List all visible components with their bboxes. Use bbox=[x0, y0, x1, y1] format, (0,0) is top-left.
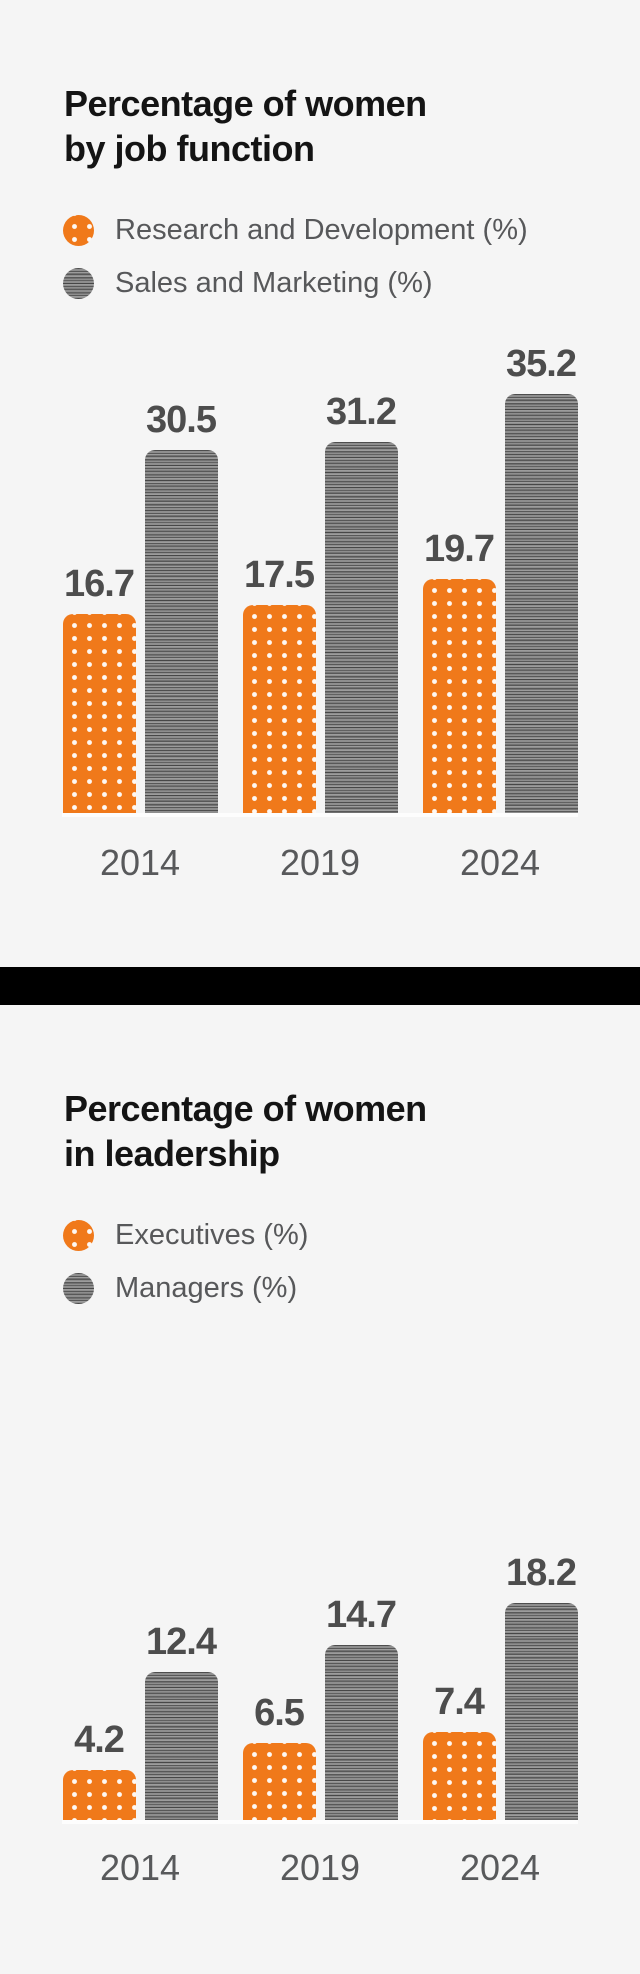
value-label: 4.2 bbox=[74, 1719, 125, 1761]
bar-plot: 16.7 30.5 17.5 31.2 19.7 35.2 bbox=[0, 343, 640, 813]
value-label: 35.2 bbox=[506, 343, 577, 385]
legend-swatch-orange-icon bbox=[63, 215, 94, 246]
category-label-2019: 2019 bbox=[279, 842, 361, 883]
bar-column: 18.2 bbox=[504, 1552, 578, 1820]
category-label-2024: 2024 bbox=[459, 1847, 541, 1888]
legend-item: Research and Development (%) bbox=[63, 215, 640, 246]
bar-gray-2024 bbox=[504, 394, 578, 813]
legend-label: Sales and Marketing (%) bbox=[115, 267, 433, 299]
category-label-2019: 2019 bbox=[279, 1847, 361, 1888]
bar-column: 31.2 bbox=[324, 391, 398, 813]
bar-column: 12.4 bbox=[144, 1621, 218, 1820]
axis-baseline bbox=[62, 1820, 578, 1824]
bar-gray-2019 bbox=[324, 442, 398, 813]
axis-baseline bbox=[62, 813, 578, 817]
bar-column: 6.5 bbox=[242, 1692, 316, 1820]
bar-orange-2014 bbox=[62, 614, 136, 813]
category-axis: 2014 2019 2024 bbox=[0, 1848, 640, 1888]
chart-section-leadership: Percentage of women in leadership Executiv… bbox=[0, 1005, 640, 1974]
category-label-2014: 2014 bbox=[99, 842, 181, 883]
bar-orange-2019 bbox=[242, 1743, 316, 1820]
value-label: 7.4 bbox=[434, 1681, 485, 1723]
chart-title-line: Percentage of women bbox=[64, 1088, 427, 1129]
bar-column: 35.2 bbox=[504, 343, 578, 813]
legend: Research and Development (%) Sales and Ma… bbox=[0, 215, 640, 299]
bar-group-2014: 16.7 30.5 bbox=[62, 399, 218, 813]
bar-column: 17.5 bbox=[242, 554, 316, 813]
bar-column: 14.7 bbox=[324, 1594, 398, 1820]
legend-label: Executives (%) bbox=[115, 1219, 309, 1251]
chart-title-leadership: Percentage of women in leadership bbox=[0, 1005, 640, 1176]
bar-group-2024: 7.4 18.2 bbox=[422, 1552, 578, 1820]
category-axis: 2014 2019 2024 bbox=[0, 843, 640, 883]
category-label-2024: 2024 bbox=[459, 842, 541, 883]
bar-orange-2014 bbox=[62, 1770, 136, 1820]
chart-section-job-function: Percentage of women by job function Resear… bbox=[0, 0, 640, 967]
value-label: 6.5 bbox=[254, 1692, 305, 1734]
bar-group-2014: 4.2 12.4 bbox=[62, 1621, 218, 1820]
bar-gray-2024 bbox=[504, 1603, 578, 1820]
chart-title-line: in leadership bbox=[64, 1133, 280, 1174]
value-label: 16.7 bbox=[64, 563, 135, 605]
value-label: 12.4 bbox=[146, 1621, 217, 1663]
bar-gray-2014 bbox=[144, 450, 218, 813]
bar-column: 16.7 bbox=[62, 563, 136, 813]
legend-swatch-gray-icon bbox=[63, 1273, 94, 1304]
bar-orange-2019 bbox=[242, 605, 316, 813]
bar-column: 7.4 bbox=[422, 1681, 496, 1820]
bar-gray-2019 bbox=[324, 1645, 398, 1820]
legend: Executives (%) Managers (%) bbox=[0, 1220, 640, 1304]
bar-column: 19.7 bbox=[422, 528, 496, 813]
value-label: 14.7 bbox=[326, 1594, 397, 1636]
value-label: 19.7 bbox=[424, 528, 495, 570]
value-label: 30.5 bbox=[146, 399, 217, 441]
bar-plot: 4.2 12.4 6.5 14.7 7.4 18.2 bbox=[0, 1552, 640, 1820]
legend-label: Research and Development (%) bbox=[115, 214, 528, 246]
bar-orange-2024 bbox=[422, 579, 496, 813]
category-label-2014: 2014 bbox=[99, 1847, 181, 1888]
chart-title-line: Percentage of women bbox=[64, 83, 427, 124]
legend-swatch-orange-icon bbox=[63, 1220, 94, 1251]
section-divider bbox=[0, 967, 640, 1005]
value-label: 18.2 bbox=[506, 1552, 577, 1594]
bar-group-2019: 17.5 31.2 bbox=[242, 391, 398, 813]
bar-column: 30.5 bbox=[144, 399, 218, 813]
bar-gray-2014 bbox=[144, 1672, 218, 1820]
value-label: 17.5 bbox=[244, 554, 315, 596]
chart-title-job-function: Percentage of women by job function bbox=[0, 0, 640, 171]
chart-title-line: by job function bbox=[64, 128, 315, 169]
bar-group-2024: 19.7 35.2 bbox=[422, 343, 578, 813]
value-label: 31.2 bbox=[326, 391, 397, 433]
legend-item: Sales and Marketing (%) bbox=[63, 268, 640, 299]
legend-label: Managers (%) bbox=[115, 1272, 298, 1304]
bar-group-2019: 6.5 14.7 bbox=[242, 1594, 398, 1820]
legend-swatch-gray-icon bbox=[63, 268, 94, 299]
bar-column: 4.2 bbox=[62, 1719, 136, 1820]
legend-item: Executives (%) bbox=[63, 1220, 640, 1251]
bar-orange-2024 bbox=[422, 1732, 496, 1820]
legend-item: Managers (%) bbox=[63, 1273, 640, 1304]
